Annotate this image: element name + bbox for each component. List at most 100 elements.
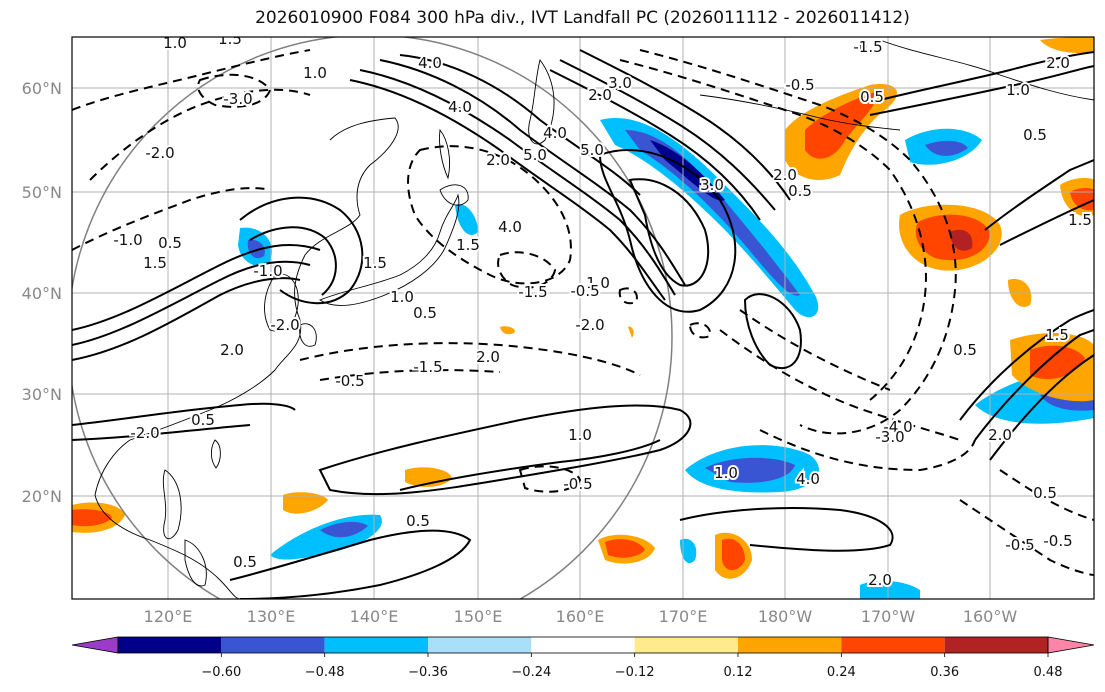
contour-ne-4	[999, 199, 1094, 246]
contour-label: 1.0	[568, 426, 592, 444]
shade-darkred-mid	[950, 229, 973, 251]
contour-west-2	[72, 260, 311, 346]
coast-sakhalin	[439, 128, 451, 180]
contour-label: 0.5	[406, 512, 430, 530]
contour-label: 3.0	[700, 176, 724, 194]
contour-sw-1	[72, 402, 296, 426]
contour-label: -1.0	[253, 262, 282, 280]
map-background	[72, 37, 1094, 599]
contour-south-1	[229, 529, 472, 599]
coast-korea	[264, 273, 299, 332]
lat-tick-label: 50°N	[22, 183, 62, 202]
contour-label: 4.0	[498, 218, 522, 236]
shade-dark-band	[625, 130, 800, 296]
colorbar-label: −0.60	[201, 665, 241, 680]
contour-mid-1	[318, 404, 692, 496]
colorbar-segment	[324, 637, 428, 653]
contour-label: -2.0	[130, 424, 159, 442]
colorbar-label: −0.48	[305, 665, 345, 680]
contour-label: -2.0	[575, 316, 604, 334]
contour-label: -1.5	[853, 38, 882, 56]
contour-label: 4.0	[543, 124, 567, 142]
contour-label: 2.0	[1046, 54, 1070, 72]
contour-jet-2	[359, 69, 676, 296]
contour-jet-6	[559, 59, 776, 211]
contour-west-1	[72, 244, 321, 331]
contour-label: 4.0	[418, 54, 442, 72]
contour-label: -2.0	[270, 316, 299, 334]
contour-mid-2	[399, 439, 661, 491]
contour-jet-7	[579, 49, 791, 201]
contour-label: 0.5	[1033, 484, 1057, 502]
coastlines	[94, 39, 1094, 599]
map-panel: 1.0 1.5-3.04.04.03.02.01.00.54.05.05.04.0…	[71, 30, 1095, 600]
contour-sw-2	[72, 424, 251, 441]
landfall-radius-circle	[72, 37, 673, 599]
contour-label: 1.0	[586, 274, 610, 292]
contour-dash-east-3	[719, 329, 961, 441]
lon-tick-label: 120°E	[144, 607, 193, 626]
shade-red-south-2	[722, 538, 745, 571]
negative-shading	[238, 118, 1094, 599]
contour-dash-nw-4	[72, 187, 271, 251]
contour-label: 0.5	[158, 234, 182, 252]
contour-label: -4.0	[883, 418, 912, 436]
contour-dash-south-2	[319, 369, 501, 381]
contour-east-3	[989, 354, 1094, 461]
contour-label: 2.0	[773, 166, 797, 184]
contour-label: 2.0	[868, 571, 892, 589]
contour-label: 2.0	[988, 426, 1012, 444]
shade-blue-band	[600, 118, 819, 318]
contour-label: 1.5	[143, 254, 167, 272]
contour-dash-small-2	[688, 322, 712, 339]
colorbar-extend-high	[1047, 636, 1095, 654]
colorbar-segment	[944, 637, 1048, 653]
contour-label: 2.0	[588, 86, 612, 104]
contour-label: 1.0	[714, 464, 738, 482]
coast-taiwan	[210, 439, 221, 469]
dashed-contours	[72, 49, 1094, 576]
map-title: 2026010900 F084 300 hPa div., IVT Landfa…	[255, 8, 910, 28]
contour-label: 2.0	[220, 341, 244, 359]
contour-label: 1.5	[218, 30, 242, 48]
contour-label: 1.5	[1045, 326, 1069, 344]
colorbar-label: −0.36	[408, 665, 448, 680]
colorbar-extend-low	[71, 636, 119, 654]
coast-kamchatka	[528, 58, 555, 145]
colorbar-segment	[531, 637, 635, 653]
contour-jet-5	[549, 69, 761, 221]
contour-label: -2.0	[145, 144, 174, 162]
contour-dash-nw-1	[72, 49, 311, 111]
lon-tick-label: 130°E	[247, 607, 296, 626]
shade-blue-aleutian-core	[925, 140, 968, 156]
contour-dash-se-2	[999, 469, 1094, 521]
contour-dash-east-1	[639, 49, 957, 435]
colorbar-label: −0.24	[511, 665, 551, 680]
lat-tick-label: 60°N	[22, 79, 62, 98]
contour-west-3	[72, 277, 301, 361]
contour-label: -1.5	[413, 358, 442, 376]
contour-label: -3.0	[223, 90, 252, 108]
contour-label: 1.5	[1068, 211, 1092, 229]
shade-blue-nw-core	[247, 239, 265, 259]
contour-label: -3.0	[875, 428, 904, 446]
contour-dash-center-2	[497, 251, 557, 289]
contour-south-2	[679, 507, 894, 552]
lon-tick-label: 160°E	[556, 607, 605, 626]
contour-loop-center	[598, 149, 737, 313]
contour-japan-2	[249, 226, 337, 296]
contour-label: 0.5	[788, 182, 812, 200]
colorbar-segment	[221, 637, 325, 653]
contour-label: -0.5	[570, 282, 599, 300]
contour-label: 2.0	[486, 151, 510, 169]
contour-loop-right	[743, 293, 802, 370]
contour-dash-nw-3	[197, 73, 272, 108]
coast-asia-mainland	[94, 117, 399, 599]
colorbar-segment	[428, 637, 532, 653]
colorbar-label: 0.48	[1034, 665, 1063, 680]
contour-label: -1.5	[518, 283, 547, 301]
colorbar: −0.60 −0.48 −0.36 −0.24 −0.12 0.12 0.24 0.36 0.4…	[71, 636, 1095, 680]
contour-label: 1.5	[456, 236, 480, 254]
contour-dash-small-1	[518, 465, 582, 493]
contour-label: 0.5	[413, 304, 437, 322]
